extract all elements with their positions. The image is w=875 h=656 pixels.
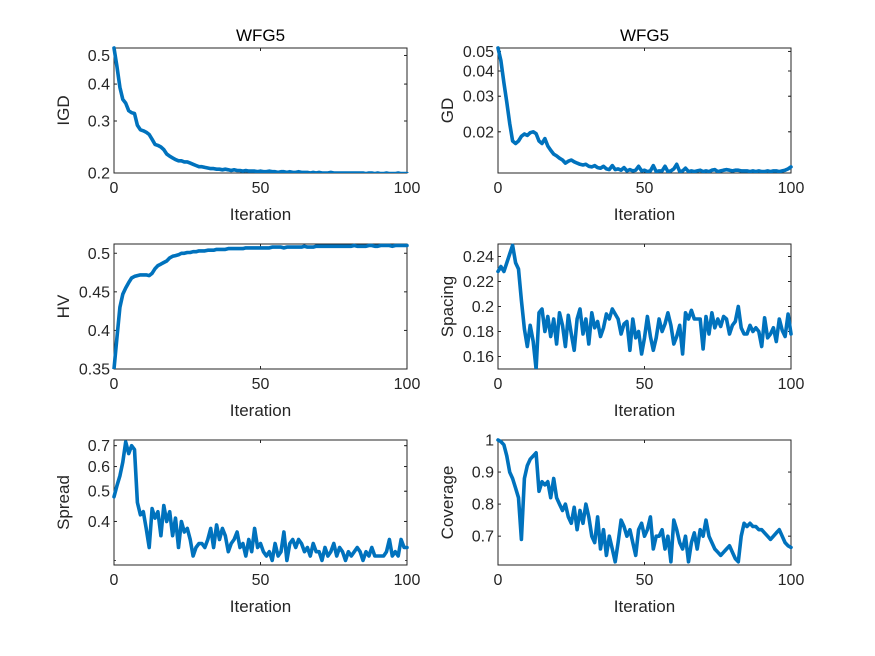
y-tick-label: 0.7 [472, 529, 494, 546]
y-tick-label: 0.4 [88, 514, 110, 531]
y-tick-label: 0.5 [88, 48, 110, 65]
y-tick-label: 0.2 [472, 299, 494, 316]
x-tick-label: 100 [394, 376, 421, 393]
y-axis-label: Spread [54, 475, 73, 530]
x-tick-label: 0 [494, 572, 503, 589]
x-axis-label: Iteration [230, 205, 291, 224]
y-axis-label: Spacing [438, 276, 457, 337]
x-tick-label: 100 [394, 180, 421, 197]
x-tick-label: 100 [778, 180, 805, 197]
chart-title: WFG5 [236, 26, 285, 45]
y-tick-label: 0.4 [88, 323, 110, 340]
y-tick-label: 0.2 [88, 166, 110, 183]
y-tick-label: 0.45 [79, 284, 110, 301]
x-tick-label: 50 [636, 376, 654, 393]
x-tick-label: 50 [252, 572, 270, 589]
x-tick-label: 50 [252, 180, 270, 197]
series-line [112, 46, 409, 173]
y-axis-label: HV [54, 294, 73, 318]
series-line [112, 440, 409, 563]
x-axis-label: Iteration [614, 205, 675, 224]
y-tick-label: 0.9 [472, 465, 494, 482]
chart-panel-3: 0 50 100 0.35 0.4 0.45 0.5 Iteration HV [54, 243, 421, 420]
axes-frame [113, 47, 408, 174]
x-tick-label: 100 [394, 572, 421, 589]
chart-title: WFG5 [620, 26, 669, 45]
y-axis-label: GD [438, 98, 457, 124]
axes-frame [497, 439, 792, 566]
chart-panel-4: 0 50 100 0.16 0.18 0.2 0.22 0.24 Iteration Spacin… [438, 243, 805, 420]
x-axis-label: Iteration [614, 597, 675, 616]
axes-frame [497, 47, 792, 174]
x-tick-label: 0 [494, 376, 503, 393]
x-tick-label: 100 [778, 376, 805, 393]
y-tick-label: 0.7 [88, 438, 110, 455]
y-tick-label: 0.35 [79, 362, 110, 379]
x-axis-label: Iteration [614, 401, 675, 420]
y-tick-label: 0.05 [463, 44, 494, 61]
series-line [112, 243, 409, 369]
x-tick-label: 50 [636, 180, 654, 197]
y-tick-label: 0.18 [463, 324, 494, 341]
y-tick-label: 0.02 [463, 124, 494, 141]
x-tick-label: 100 [778, 572, 805, 589]
y-tick-label: 0.03 [463, 89, 494, 106]
series-line [496, 46, 793, 173]
y-tick-label: 0.24 [463, 249, 494, 266]
y-tick-label: 0.8 [472, 497, 494, 514]
y-tick-label: 1 [485, 433, 494, 450]
x-tick-label: 0 [110, 572, 119, 589]
series-line [496, 243, 793, 369]
y-tick-label: 0.16 [463, 349, 494, 366]
x-tick-label: 50 [252, 376, 270, 393]
y-tick-label: 0.5 [88, 246, 110, 263]
y-axis-label: Coverage [438, 466, 457, 540]
y-tick-label: 0.5 [88, 484, 110, 501]
x-tick-label: 0 [494, 180, 503, 197]
y-tick-label: 0.4 [88, 77, 110, 94]
x-tick-label: 0 [110, 180, 119, 197]
x-axis-label: Iteration [230, 597, 291, 616]
chart-panel-6: 0 50 100 0.7 0.8 0.9 1 Iteration Coverage [438, 433, 804, 617]
y-tick-label: 0.6 [88, 459, 110, 476]
axes-frame [113, 243, 408, 370]
y-tick-label: 0.3 [88, 113, 110, 130]
chart-panel-5: 0 50 100 0.4 0.5 0.6 0.7 Iteration Spread [54, 438, 420, 616]
y-axis-label: IGD [54, 95, 73, 125]
y-tick-label: 0.04 [463, 64, 494, 81]
x-tick-label: 0 [110, 376, 119, 393]
y-tick-label: 0.22 [463, 274, 494, 291]
x-tick-label: 50 [636, 572, 654, 589]
chart-panel-2: 0 50 100 0.02 0.03 0.04 0.05 WFG5 Iteration GD [438, 26, 804, 224]
x-axis-label: Iteration [230, 401, 291, 420]
chart-panel-1: 0 50 100 0.2 0.3 0.4 0.5 WFG5 Iteration IGD [54, 26, 420, 224]
axes-frame [497, 243, 792, 370]
series-line [496, 438, 793, 564]
